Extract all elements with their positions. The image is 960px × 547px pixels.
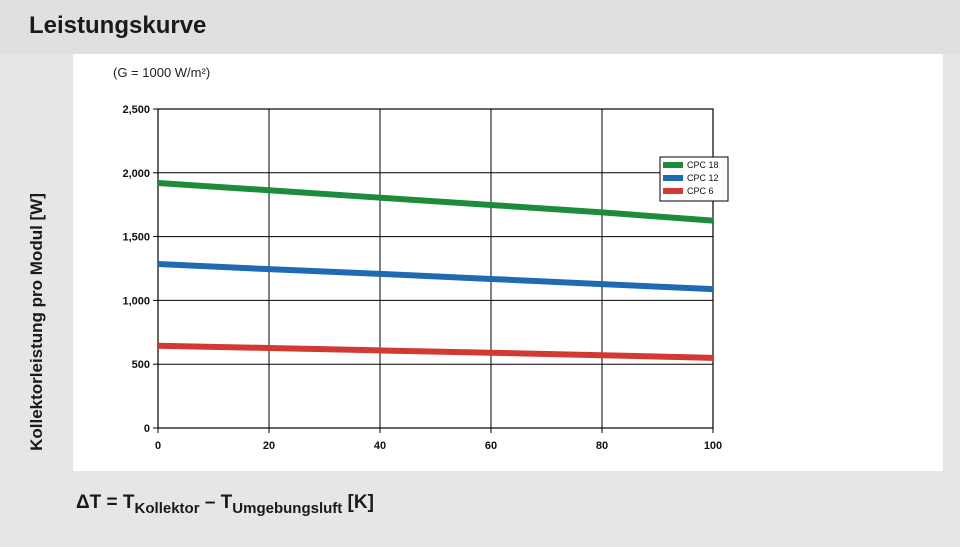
page-title: Leistungskurve [29, 12, 207, 39]
chart-subtitle: (G = 1000 W/m²) [113, 65, 211, 80]
x-axis-title: ΔT = TKollektor – TUmgebungsluft [K] [76, 492, 374, 517]
x-tick-label: 0 [155, 440, 161, 452]
y-tick-label: 0 [144, 423, 150, 435]
series-line-cpc-12 [157, 261, 714, 293]
x-tick-label: 60 [485, 440, 497, 452]
x-axis-title-delta: ΔT = T [76, 492, 135, 513]
y-axis-title: Kollektorleistung pro Modul [W] [27, 193, 46, 451]
y-tick-label: 1,500 [122, 232, 150, 244]
x-axis-title-sub-kollektor: Kollektor [134, 500, 200, 517]
legend-label-cpc-6: CPC 6 [687, 186, 714, 196]
legend-label-cpc-12: CPC 12 [687, 173, 719, 183]
y-tick-label: 500 [132, 359, 150, 371]
x-tick-label: 40 [374, 440, 386, 452]
legend-swatch-cpc-12 [663, 175, 683, 181]
y-tick-label: 2,000 [122, 168, 150, 180]
plot-frame [157, 108, 714, 429]
legend-swatch-cpc-6 [663, 188, 683, 194]
legend-swatch-cpc-18 [663, 162, 683, 168]
x-tick-label: 100 [704, 440, 722, 452]
x-tick-label: 80 [596, 440, 608, 452]
x-axis-title-minus: – T [199, 492, 233, 513]
y-tick-label: 1,000 [122, 295, 150, 307]
x-axis-title-unit: [K] [342, 492, 374, 513]
legend-label-cpc-18: CPC 18 [687, 160, 719, 170]
x-tick-label: 20 [263, 440, 275, 452]
series-line-cpc-6 [157, 342, 714, 361]
x-axis-title-sub-umgebungsluft: Umgebungsluft [232, 500, 343, 517]
y-tick-label: 2,500 [122, 104, 150, 116]
series-line-cpc-18 [157, 180, 714, 224]
header-bar [0, 0, 960, 54]
chart-panel [73, 54, 943, 471]
